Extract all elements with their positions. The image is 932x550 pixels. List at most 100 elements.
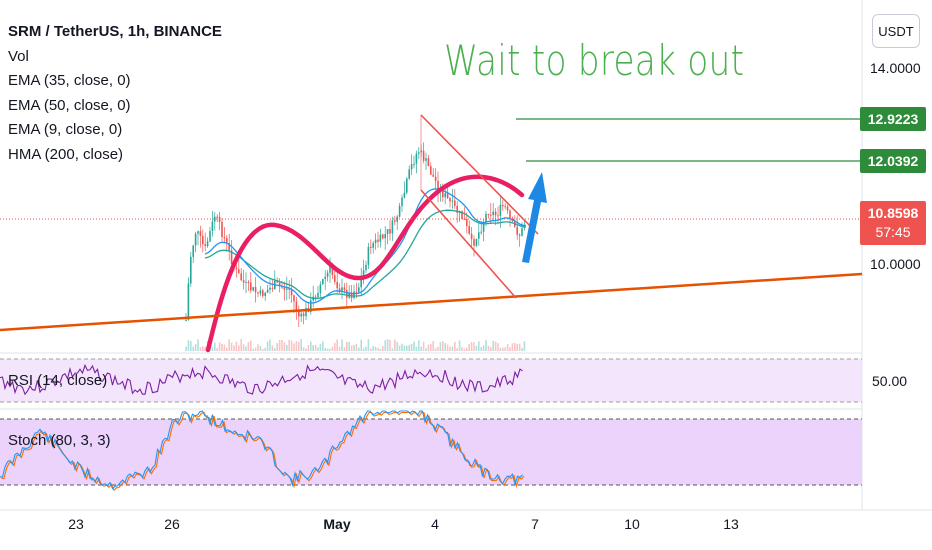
volume-bar	[245, 346, 247, 351]
volume-bar	[334, 342, 336, 351]
volume-bar	[238, 345, 240, 351]
volume-bar	[211, 346, 214, 351]
candle-body	[446, 193, 449, 198]
candle-body	[298, 310, 300, 317]
volume-bar	[360, 339, 362, 351]
currency-button[interactable]: USDT	[872, 14, 920, 48]
volume-bar	[266, 341, 269, 351]
volume-bar	[247, 342, 250, 351]
volume-bar	[422, 341, 425, 351]
volume-bar	[434, 348, 437, 351]
volume-bar	[310, 341, 312, 351]
candle-body	[456, 205, 458, 213]
candle-body	[216, 216, 218, 218]
rsi-axis-value: 50.00	[872, 373, 908, 389]
volume-bars	[185, 339, 526, 351]
candle-body	[468, 226, 470, 234]
volume-bar	[384, 340, 386, 351]
volume-bar	[278, 339, 281, 351]
volume-bar	[506, 344, 509, 351]
candle-body	[211, 221, 214, 232]
volume-bar	[494, 341, 497, 351]
candle-body	[254, 287, 257, 293]
volume-bar	[202, 346, 204, 351]
volume-bar	[194, 344, 197, 351]
candle-body	[240, 273, 242, 281]
candle-body	[451, 200, 454, 202]
volume-bar	[276, 342, 278, 351]
volume-bar	[439, 342, 442, 351]
legend-vol[interactable]: Vol	[8, 47, 29, 65]
candle-body	[293, 295, 295, 302]
volume-bar	[406, 345, 408, 351]
volume-bar	[216, 348, 218, 351]
candle-body	[449, 197, 451, 202]
stoch-pane-label[interactable]: Stoch (80, 3, 3)	[8, 432, 111, 449]
candle-body	[518, 234, 521, 236]
chart-annotation-text[interactable]: Wait to break out	[444, 36, 745, 85]
candle-body	[266, 289, 269, 293]
volume-bar	[190, 341, 192, 351]
date-label-23: 23	[68, 516, 84, 532]
breakout-arrow[interactable]	[522, 172, 547, 263]
candle-body	[389, 229, 391, 234]
rsi-pane-label[interactable]: RSI (14, close)	[8, 372, 108, 389]
volume-bar	[353, 345, 355, 351]
ascending-trendline[interactable]	[0, 272, 863, 332]
volume-bar	[377, 348, 379, 351]
legend-ema-9[interactable]: EMA (9, close, 0)	[8, 121, 123, 138]
candle-body	[204, 244, 206, 247]
date-label-13: 13	[723, 516, 739, 532]
volume-bar	[449, 346, 451, 351]
candle-body	[473, 239, 475, 246]
candle-body	[353, 291, 355, 299]
candle-body	[497, 215, 499, 217]
volume-bar	[295, 341, 298, 351]
volume-bar	[499, 347, 502, 351]
candle-body	[358, 287, 360, 292]
volume-bar	[468, 344, 470, 351]
volume-bar	[442, 341, 444, 351]
volume-bar	[485, 339, 487, 351]
candle-body	[492, 211, 494, 216]
volume-bar	[514, 342, 516, 351]
candle-body	[223, 237, 226, 239]
volume-bar	[425, 348, 427, 351]
volume-bar	[223, 344, 226, 351]
candle-body	[475, 238, 478, 246]
candle-body	[247, 281, 250, 283]
candle-body	[259, 290, 262, 294]
volume-bar	[408, 344, 410, 351]
candle-body	[278, 282, 281, 286]
legend-hma-200[interactable]: HMA (200, close)	[8, 145, 124, 163]
candle-body	[442, 188, 444, 198]
legend-ema-35[interactable]: EMA (35, close, 0)	[8, 72, 131, 89]
volume-bar	[487, 345, 490, 351]
candle-body	[338, 288, 341, 293]
candle-body	[406, 178, 408, 193]
candle-body	[418, 152, 420, 154]
date-label-26: 26	[164, 516, 180, 532]
candle-body	[192, 245, 194, 257]
volume-bar	[197, 339, 199, 351]
volume-bar	[286, 344, 288, 351]
descending-channel[interactable]	[420, 114, 539, 299]
volume-bar	[329, 348, 331, 351]
volume-bar	[262, 348, 264, 351]
candle-body	[466, 219, 468, 227]
volume-bar	[257, 344, 259, 351]
volume-bar	[518, 343, 521, 351]
volume-bar	[427, 344, 430, 351]
volume-bar	[394, 339, 396, 351]
candle-body	[377, 239, 379, 242]
candle-body	[410, 164, 413, 170]
volume-bar	[396, 341, 398, 351]
volume-bar	[338, 346, 341, 351]
volume-bar	[497, 343, 499, 351]
legend-ema-50[interactable]: EMA (50, close, 0)	[8, 96, 131, 114]
volume-bar	[456, 348, 458, 351]
candle-body	[209, 231, 211, 242]
volume-bar	[185, 346, 187, 351]
symbol-title[interactable]: SRM / TetherUS, 1h, BINANCE	[8, 23, 222, 40]
